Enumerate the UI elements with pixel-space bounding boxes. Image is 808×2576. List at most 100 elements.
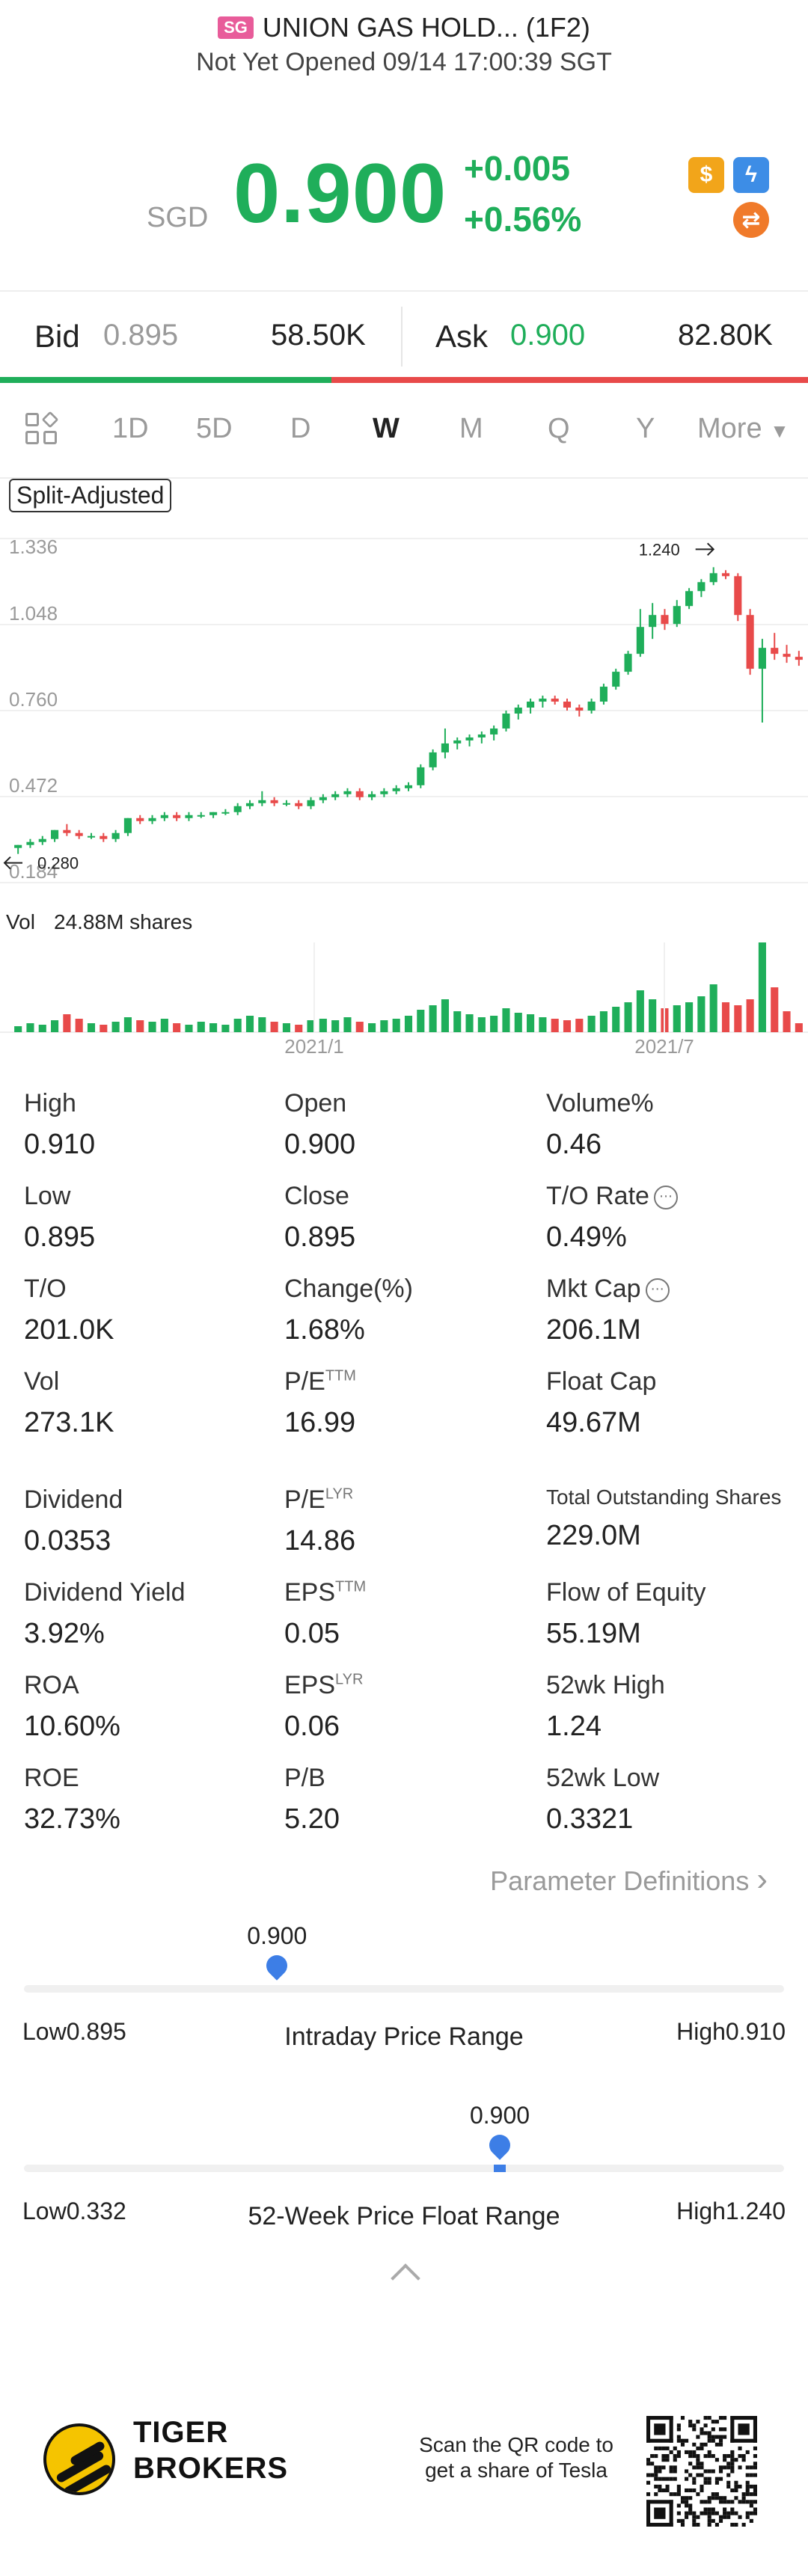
qr-module: [700, 2427, 704, 2432]
qr-module: [749, 2518, 753, 2523]
qr-module: [692, 2480, 697, 2485]
stat-52wk-low-value: 0.3321: [546, 1803, 634, 1835]
stat-volume-pct: Volume% 0.46: [546, 1089, 654, 1161]
more-info-icon[interactable]: ⋯: [653, 1186, 678, 1210]
change-absolute: +0.005: [464, 149, 570, 188]
low-marker-label: 0.280: [37, 854, 79, 873]
qr-module: [738, 2500, 742, 2504]
stat-dividend-label: Dividend: [24, 1485, 123, 1514]
qr-module: [741, 2458, 746, 2462]
qr-module: [730, 2462, 735, 2466]
brand-name-line2: BROKERS: [133, 2452, 289, 2485]
qr-module: [665, 2488, 670, 2493]
collapse-chevron-icon[interactable]: [391, 2263, 420, 2293]
stat-eps-ttm-value: 0.05: [284, 1618, 340, 1649]
candle-body: [465, 737, 474, 740]
qr-module: [658, 2484, 662, 2488]
qr-module: [741, 2454, 746, 2459]
stat-flow-equity-label: Flow of Equity: [546, 1578, 706, 1607]
qr-module: [692, 2511, 697, 2515]
parameter-definitions-link[interactable]: Parameter Definitions ›: [490, 1861, 768, 1898]
candle-body: [636, 627, 644, 654]
volume-bar: [233, 1019, 242, 1032]
more-info-icon[interactable]: ⋯: [645, 1278, 670, 1303]
volume-bar: [368, 1023, 376, 1032]
tab-d[interactable]: D: [290, 413, 311, 444]
stat-52wk-low-label: 52wk Low: [546, 1764, 660, 1792]
market-status: Not Yet Opened 09/14 17:00:39 SGT: [196, 48, 612, 76]
candle-body: [258, 800, 266, 803]
volume-bar: [771, 987, 779, 1032]
qr-module: [707, 2438, 711, 2443]
qr-module: [700, 2442, 704, 2447]
qr-module: [714, 2522, 719, 2527]
dollar-icon[interactable]: $: [688, 157, 724, 193]
swap-icon[interactable]: ⇄: [733, 202, 769, 238]
volume-bar: [575, 1019, 584, 1032]
split-adjusted-toggle[interactable]: Split-Adjusted: [9, 479, 172, 512]
tab-w[interactable]: W: [373, 413, 400, 444]
stat-eps-ttm-label: EPS: [284, 1578, 336, 1607]
bolt-icon[interactable]: ϟ: [733, 157, 769, 193]
qr-module: [703, 2507, 708, 2512]
qr-caption-line2: get a share of Tesla: [425, 2459, 607, 2482]
qr-module: [688, 2473, 693, 2477]
chart-layout-icon[interactable]: [25, 411, 60, 447]
qr-module: [707, 2469, 711, 2474]
qr-module: [723, 2496, 727, 2500]
volume-bar: [417, 1010, 425, 1032]
qr-module: [703, 2423, 708, 2428]
kline-chart[interactable]: 1.336 1.048 0.760 0.472 0.184 1.240 0.280 Vol 24…: [0, 516, 808, 1055]
qr-module: [700, 2431, 704, 2435]
qr-module: [753, 2507, 757, 2512]
candle-body: [343, 791, 352, 794]
qr-code-icon[interactable]: [646, 2416, 757, 2527]
qr-module: [692, 2518, 697, 2523]
stat-float-cap-value: 49.67M: [546, 1407, 641, 1438]
qr-module: [680, 2442, 685, 2447]
candle-body: [551, 699, 559, 702]
candle-body: [575, 708, 584, 711]
qr-module: [685, 2496, 689, 2500]
candle-body: [734, 576, 742, 616]
volume-bar: [502, 1008, 510, 1032]
candle-body: [563, 702, 572, 708]
candle-body: [160, 815, 168, 818]
qr-module: [753, 2488, 757, 2493]
title-row[interactable]: SG UNION GAS HOLD... (1F2): [0, 12, 808, 43]
candle-body: [417, 767, 425, 785]
tab-5d[interactable]: 5D: [196, 413, 233, 444]
stat-high: High 0.910: [24, 1089, 95, 1161]
tab-more[interactable]: More ▼: [697, 413, 789, 445]
stat-roa-value: 10.60%: [24, 1711, 120, 1742]
qr-module: [738, 2515, 742, 2519]
stat-eps-lyr-label: EPS: [284, 1671, 336, 1699]
candle-body: [123, 818, 132, 833]
qr-module: [734, 2522, 738, 2527]
qr-module: [700, 2465, 704, 2470]
tab-q[interactable]: Q: [548, 413, 570, 444]
qr-module: [726, 2500, 731, 2504]
volume-bar: [197, 1022, 205, 1032]
qr-module: [676, 2450, 681, 2455]
volume-bar: [563, 1020, 572, 1032]
qr-module: [676, 2488, 681, 2493]
qr-module: [723, 2435, 727, 2439]
stat-turnover: T/O 201.0K: [24, 1275, 114, 1346]
tab-m[interactable]: M: [459, 413, 483, 444]
qr-module: [665, 2458, 670, 2462]
candle-body: [51, 829, 59, 839]
candle-body: [282, 803, 290, 805]
qr-module: [676, 2503, 681, 2508]
qr-module: [676, 2435, 681, 2439]
qr-module: [692, 2423, 697, 2428]
qr-module: [723, 2465, 727, 2470]
qr-module: [669, 2469, 673, 2474]
candle-body: [441, 743, 449, 752]
qr-module: [654, 2446, 658, 2450]
tab-1d[interactable]: 1D: [112, 413, 149, 444]
tab-y[interactable]: Y: [636, 413, 655, 444]
qr-module: [745, 2500, 750, 2504]
stat-pe-lyr-value: 14.86: [284, 1525, 356, 1557]
footer-banner[interactable]: TIGER BROKERS Scan the QR code to get a …: [0, 2393, 808, 2576]
